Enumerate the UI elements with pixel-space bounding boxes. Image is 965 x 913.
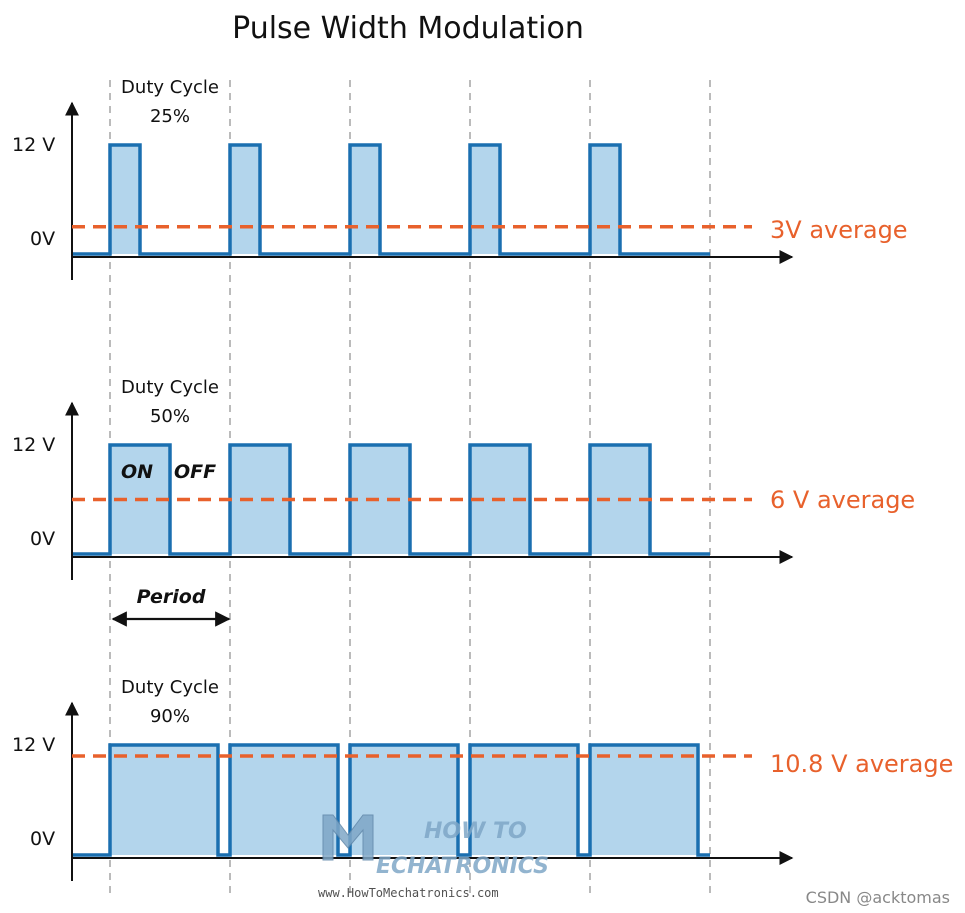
- average-label: 3V average: [770, 216, 908, 244]
- period-label: Period: [137, 586, 206, 608]
- csdn-credit: CSDN @acktomas: [806, 888, 950, 907]
- pulse-fill: [110, 145, 140, 254]
- off-label: OFF: [174, 461, 216, 483]
- duty-cycle-label: Duty Cycle: [121, 77, 219, 98]
- duty-cycle-value: 90%: [150, 706, 190, 727]
- pulse-fill: [230, 445, 290, 554]
- pulse-fill: [470, 745, 578, 855]
- logo-line1: HOW TO: [424, 819, 527, 844]
- y-high-label: 12 V: [12, 734, 55, 756]
- pwm-waveform: [72, 443, 710, 556]
- logo-url: www.HowToMechatronics.com: [318, 886, 499, 900]
- y-low-label: 0V: [30, 528, 55, 550]
- pulse-fill: [590, 145, 620, 254]
- average-label: 10.8 V average: [770, 750, 953, 778]
- y-high-label: 12 V: [12, 134, 55, 156]
- logo-m-mark: [322, 814, 374, 861]
- pwm-50-panel: Duty Cycle 50% 12 V 0V 6 V average ON OF…: [12, 377, 915, 627]
- y-high-label: 12 V: [12, 434, 55, 456]
- y-low-label: 0V: [30, 828, 55, 850]
- duty-cycle-value: 25%: [150, 106, 190, 127]
- pwm-25-panel: Duty Cycle 25% 12 V 0V 3V average: [12, 77, 908, 280]
- average-label: 6 V average: [770, 486, 915, 514]
- pwm-90-panel: Duty Cycle 90% 12 V 0V 10.8 V average: [12, 677, 953, 881]
- howtomechatronics-logo: HOW TO ECHATRONICS www.HowToMechatronics…: [318, 814, 549, 900]
- pulse-fill: [230, 745, 338, 855]
- on-label: ON: [121, 461, 153, 483]
- pulse-fill: [470, 145, 500, 254]
- pulse-fill: [230, 145, 260, 254]
- pulse-fill: [350, 445, 410, 554]
- pwm-waveform: [72, 143, 710, 256]
- pulse-fill: [350, 145, 380, 254]
- y-low-label: 0V: [30, 228, 55, 250]
- figure-title: Pulse Width Modulation: [232, 11, 584, 46]
- duty-cycle-value: 50%: [150, 406, 190, 427]
- duty-cycle-label: Duty Cycle: [121, 677, 219, 698]
- duty-cycle-label: Duty Cycle: [121, 377, 219, 398]
- logo-line2: ECHATRONICS: [376, 854, 549, 879]
- pulse-fill: [110, 745, 218, 855]
- pulse-fill: [590, 745, 698, 855]
- pwm-waveform: [72, 743, 710, 857]
